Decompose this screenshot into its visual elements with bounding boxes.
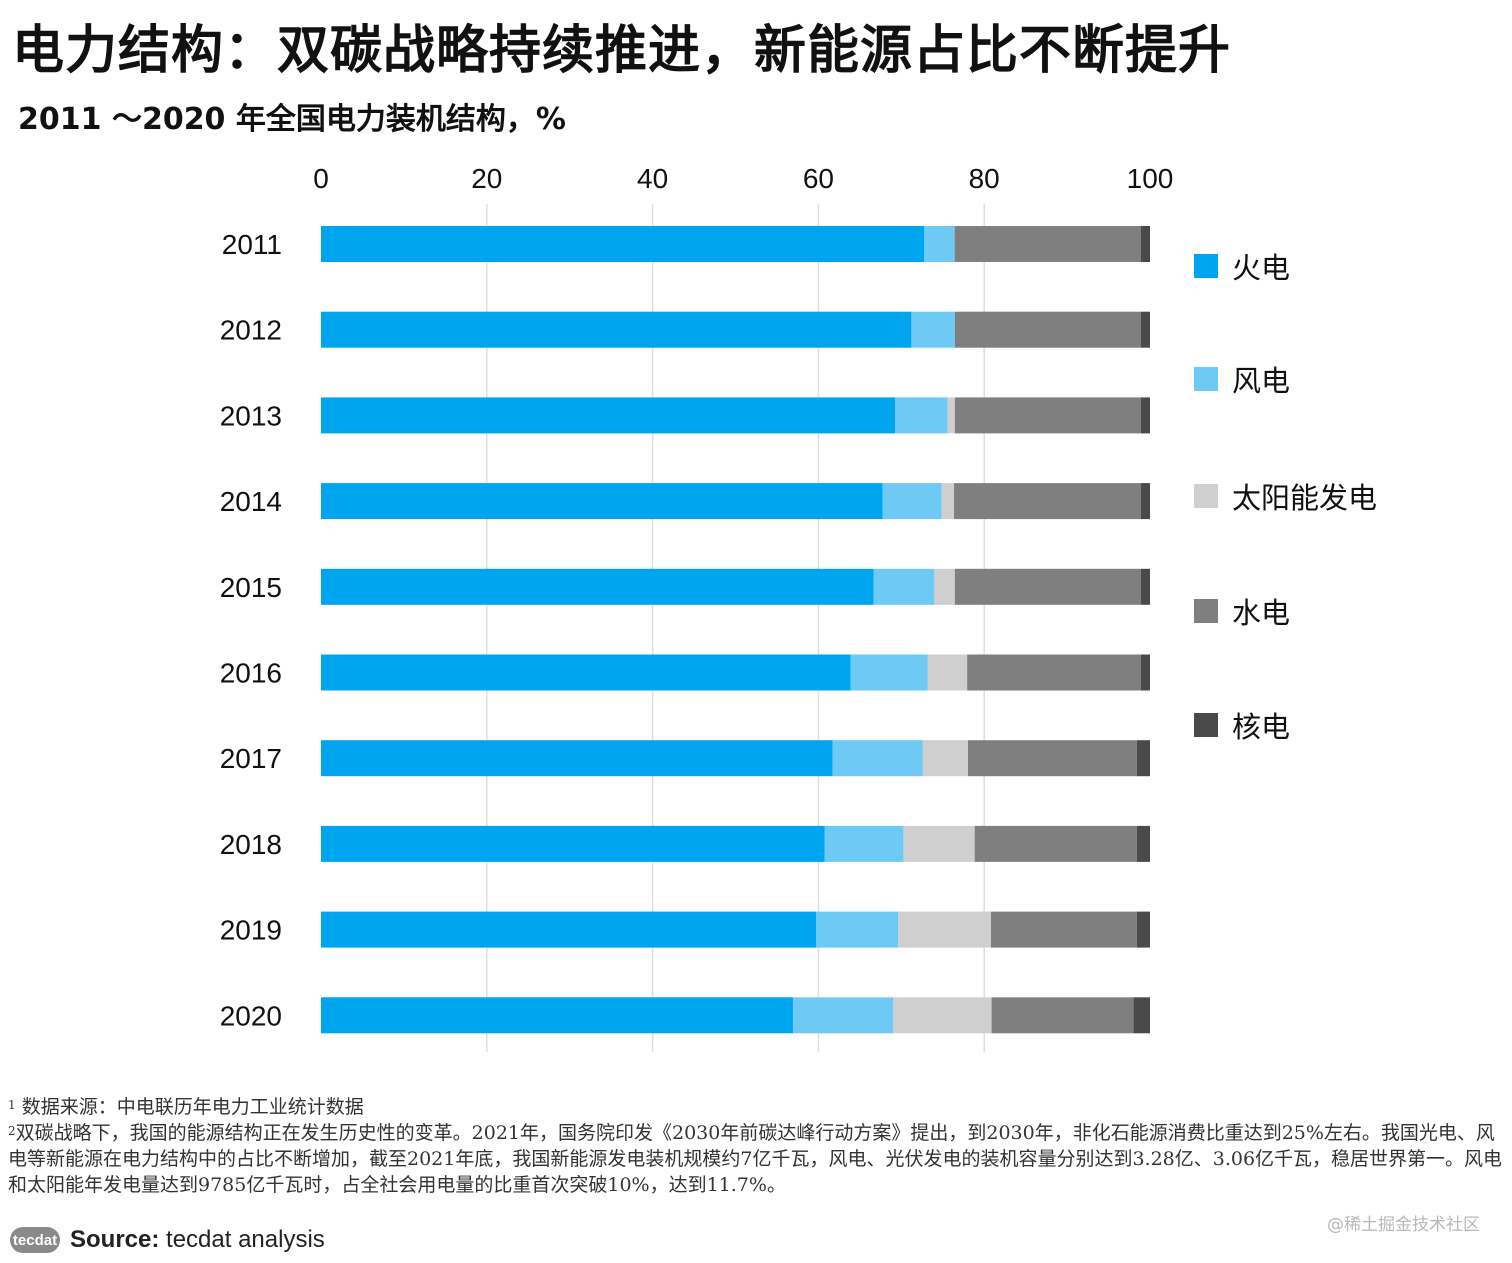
- bar-segment: [321, 911, 817, 948]
- year-label: 2018: [220, 829, 282, 860]
- legend-label: 水电: [1232, 596, 1290, 630]
- legend-swatch: [1194, 713, 1218, 737]
- bar-segment: [954, 311, 1141, 348]
- x-tick-label: 100: [1127, 163, 1174, 194]
- footnote-2-text: 双碳战略下，我国的能源结构正在发生历史性的变革。2021年，国务院印发《2030…: [8, 1122, 1503, 1196]
- footnote-2-marker: 2: [8, 1124, 16, 1138]
- bar-segment: [824, 825, 904, 862]
- bar-segment: [1140, 654, 1150, 691]
- bar-segment: [990, 911, 1137, 948]
- watermark: @稀土掘金技术社区: [1327, 1215, 1480, 1235]
- bar-segment: [954, 568, 1141, 605]
- year-label: 2015: [220, 572, 282, 603]
- source-text: Source: tecdat analysis: [70, 1226, 325, 1254]
- legend-label: 核电: [1232, 710, 1290, 744]
- bars: [321, 226, 1150, 1034]
- bar-segment: [903, 825, 975, 862]
- legend-label: 风电: [1232, 364, 1290, 398]
- bar-segment: [1136, 911, 1150, 948]
- bar-segment: [882, 483, 942, 520]
- x-tick-label: 60: [803, 163, 834, 194]
- year-label: 2014: [220, 486, 282, 517]
- legend-label: 火电: [1232, 251, 1290, 285]
- bar-segment: [894, 397, 948, 434]
- footnote-1: 1 数据来源：中电联历年电力工业统计数据: [8, 1094, 1504, 1120]
- bar-segment: [792, 997, 894, 1034]
- bar-segment: [1133, 997, 1150, 1034]
- bar-segment: [934, 568, 955, 605]
- x-tick-label: 20: [471, 163, 502, 194]
- bar-segment: [321, 311, 912, 348]
- bar-segment: [321, 226, 925, 262]
- bar-segment: [1140, 483, 1150, 520]
- page-title: 电力结构：双碳战略持续推进，新能源占比不断提升: [12, 21, 1232, 81]
- bar-segment: [321, 997, 793, 1034]
- chart-subtitle: 2011 ～2020 年全国电力装机结构，%: [18, 102, 566, 137]
- bar-segment: [321, 825, 825, 862]
- bar-segment: [873, 568, 935, 605]
- bar-segment: [954, 397, 1141, 434]
- stacked-bar-chart: 0 20 40 60 80 100 201120122013201420152016201…: [220, 163, 1377, 1052]
- bar-segment: [1136, 740, 1150, 777]
- bar-segment: [816, 911, 899, 948]
- bar-segment: [1140, 568, 1150, 605]
- bar-segment: [924, 226, 955, 262]
- bar-segment: [321, 397, 895, 434]
- x-tick-label: 0: [313, 163, 329, 194]
- legend-swatch: [1194, 599, 1218, 623]
- x-axis-ticks: 0 20 40 60 80 100: [313, 163, 1173, 194]
- bar-segment: [1140, 226, 1150, 262]
- bar-segment: [967, 740, 1137, 777]
- footnote-1-marker: 1: [8, 1098, 16, 1112]
- bar-segment: [321, 568, 874, 605]
- year-label: 2012: [220, 315, 282, 346]
- bar-segment: [1136, 825, 1150, 862]
- year-label: 2013: [220, 400, 282, 431]
- bar-segment: [1140, 311, 1150, 348]
- source-label: Source:: [70, 1226, 160, 1253]
- footnote-1-text: 数据来源：中电联历年电力工业统计数据: [21, 1096, 364, 1118]
- year-label: 2019: [220, 915, 282, 946]
- bar-segment: [967, 654, 1141, 691]
- bar-segment: [974, 825, 1137, 862]
- bar-segment: [941, 483, 955, 520]
- year-label: 2017: [220, 743, 282, 774]
- footnote-2: 2双碳战略下，我国的能源结构正在发生历史性的变革。2021年，国务院印发《203…: [8, 1120, 1504, 1198]
- bar-segment: [832, 740, 923, 777]
- x-tick-label: 80: [969, 163, 1000, 194]
- bar-segment: [898, 911, 991, 948]
- year-label: 2011: [222, 229, 282, 260]
- footnotes: 1 数据来源：中电联历年电力工业统计数据 2双碳战略下，我国的能源结构正在发生历…: [8, 1094, 1504, 1198]
- bar-segment: [1140, 397, 1150, 434]
- bar-segment: [321, 654, 851, 691]
- y-axis-labels: 2011 2012 2013 2014 2015 2016 2017 2018 2019 2020: [220, 229, 282, 1031]
- bar-segment: [954, 483, 1141, 520]
- legend-label: 太阳能发电: [1232, 481, 1377, 515]
- year-label: 2020: [220, 1000, 282, 1031]
- bar-segment: [893, 997, 992, 1034]
- bar-segment: [991, 997, 1134, 1034]
- legend-swatch: [1194, 254, 1218, 278]
- tecdat-logo: tecdat: [10, 1227, 60, 1253]
- source-value: tecdat analysis: [166, 1226, 325, 1253]
- bar-segment: [321, 740, 833, 777]
- bar-segment: [850, 654, 928, 691]
- bar-segment: [922, 740, 968, 777]
- x-tick-label: 40: [637, 163, 668, 194]
- year-label: 2016: [220, 658, 282, 689]
- source-bar: tecdat Source: tecdat analysis: [10, 1222, 325, 1258]
- legend-swatch: [1194, 484, 1218, 508]
- legend-swatch: [1194, 367, 1218, 391]
- bar-segment: [911, 311, 955, 348]
- bar-segment: [321, 483, 883, 520]
- bar-segment: [927, 654, 968, 691]
- bar-segment: [954, 226, 1141, 262]
- bar-segment: [947, 397, 955, 434]
